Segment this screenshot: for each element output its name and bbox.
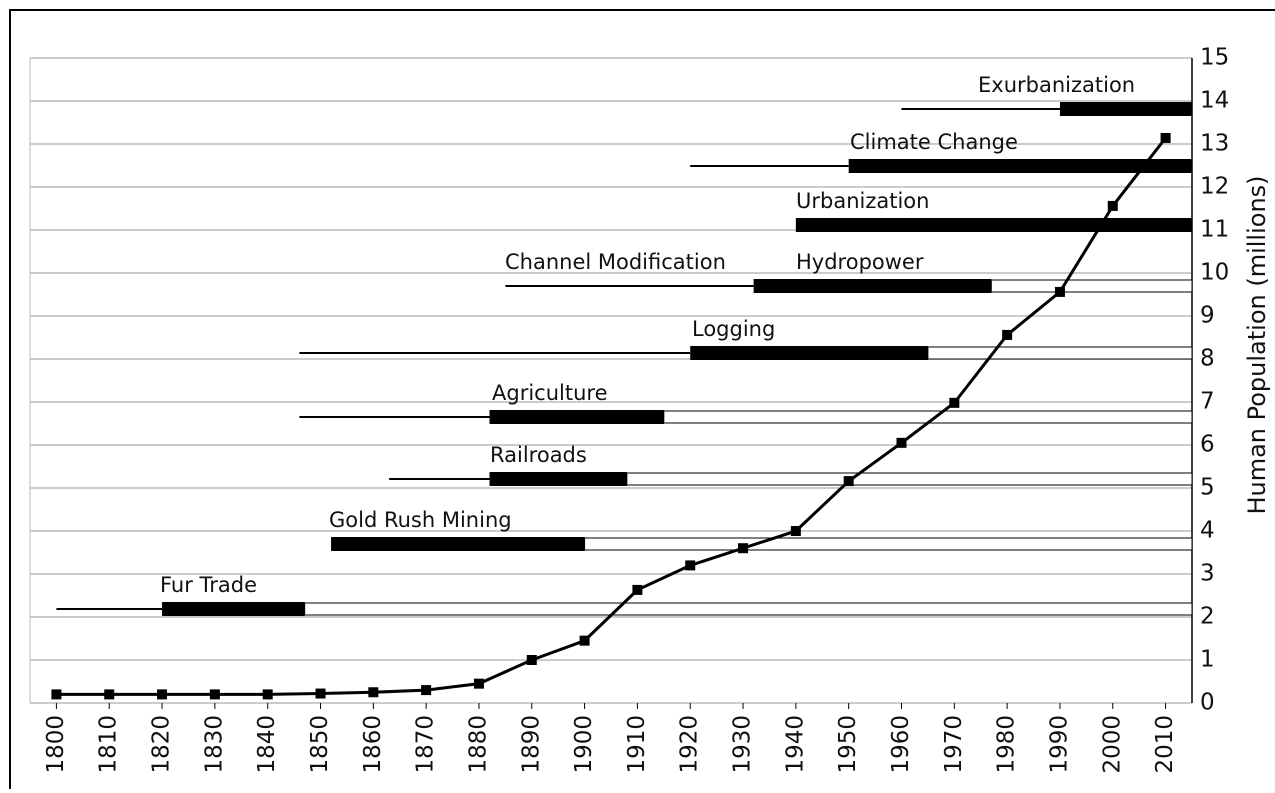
population-marker <box>1160 132 1171 143</box>
x-tick-label: 1990 <box>1046 715 1072 774</box>
timeline-label: Logging <box>692 317 775 341</box>
frame <box>9 9 1275 789</box>
timeline-bar <box>162 602 305 616</box>
y-tick-label: 14 <box>1200 88 1229 114</box>
y-tick-label: 3 <box>1200 561 1215 587</box>
y-tick-label: 9 <box>1200 303 1215 329</box>
timeline-label: Hydropower <box>796 250 924 274</box>
y-tick-label: 7 <box>1200 389 1215 415</box>
x-tick-label: 1970 <box>941 715 967 774</box>
x-tick-label: 1880 <box>465 715 491 774</box>
population-marker <box>51 689 62 700</box>
population-marker <box>632 584 643 595</box>
timeline-label: Urbanization <box>796 189 929 213</box>
population-marker <box>104 689 115 700</box>
timeline-bar <box>331 537 585 551</box>
timeline-bar <box>848 159 1192 173</box>
x-tick-label: 1900 <box>571 715 597 774</box>
population-marker <box>843 476 854 487</box>
x-tick-label: 1810 <box>96 715 122 774</box>
timeline-label: Railroads <box>490 443 587 467</box>
timeline-extent <box>626 472 1193 486</box>
population-marker <box>685 560 696 571</box>
population-marker <box>1107 200 1118 211</box>
x-tick-label: 2000 <box>1099 715 1125 774</box>
x-tick-label: 2010 <box>1152 715 1178 774</box>
y-tick-label: 13 <box>1200 131 1229 157</box>
x-tick-label: 1840 <box>254 715 280 774</box>
timeline-extent <box>584 537 1193 551</box>
population-marker <box>315 688 326 699</box>
population-marker <box>473 678 484 689</box>
population-marker <box>368 687 379 698</box>
timeline-label: Agriculture <box>492 381 608 405</box>
timeline-label: Climate Change <box>850 130 1018 154</box>
timeline-bar <box>489 410 664 424</box>
y-axis-label: Human Population (millions) <box>1243 175 1271 514</box>
y-tick-label: 4 <box>1200 518 1215 544</box>
timeline-bar <box>690 346 928 360</box>
population-marker <box>579 635 590 646</box>
x-tick-label: 1930 <box>730 715 756 774</box>
x-tick-label: 1980 <box>994 715 1020 774</box>
x-tick-label: 1800 <box>43 715 69 774</box>
timeline-extent <box>304 602 1193 616</box>
population-marker <box>1054 286 1065 297</box>
population-marker <box>790 526 801 536</box>
y-tick-label: 2 <box>1200 604 1215 630</box>
timeline-label: Gold Rush Mining <box>329 508 512 532</box>
x-tick-label: 1850 <box>307 715 333 774</box>
timeline-bar <box>1059 102 1192 116</box>
y-tick-label: 10 <box>1200 260 1229 286</box>
y-tick-label: 15 <box>1200 45 1229 71</box>
population-marker <box>157 689 168 700</box>
x-tick-label: 1820 <box>149 715 175 774</box>
x-tick-label: 1940 <box>782 715 808 774</box>
y-tick-label: 0 <box>1200 690 1215 716</box>
timeline-label: Channel Modification <box>505 250 726 274</box>
x-tick-label: 1950 <box>835 715 861 774</box>
x-tick-label: 1890 <box>518 715 544 774</box>
population-line <box>56 137 1167 696</box>
x-tick-label: 1920 <box>677 715 703 774</box>
x-tick-label: 1910 <box>624 715 650 774</box>
timeline-bar <box>489 472 627 486</box>
y-tick-label: 6 <box>1200 432 1215 458</box>
population-marker <box>896 437 907 448</box>
population-marker <box>1002 329 1013 340</box>
x-tick-label: 1960 <box>888 715 914 774</box>
y-tick-label: 1 <box>1200 647 1215 673</box>
timeline-bar <box>795 218 1192 232</box>
timeline-label: Exurbanization <box>978 73 1135 97</box>
x-tick-label: 1870 <box>413 715 439 774</box>
x-tick-label: 1830 <box>201 715 227 774</box>
timeline-bar <box>753 279 992 293</box>
population-marker <box>949 397 960 408</box>
y-tick-label: 12 <box>1200 174 1229 200</box>
y-tick-label: 8 <box>1200 346 1215 372</box>
population-marker <box>738 543 749 554</box>
population-marker <box>526 655 537 665</box>
population-marker <box>421 685 432 696</box>
timeline-extent <box>927 346 1193 360</box>
y-tick-label: 11 <box>1200 217 1229 243</box>
population-marker <box>262 689 273 700</box>
timeline-extent <box>990 279 1193 293</box>
timeline-label: Fur Trade <box>160 573 257 597</box>
population-marker <box>209 689 220 700</box>
x-tick-label: 1860 <box>360 715 386 774</box>
y-tick-label: 5 <box>1200 475 1215 501</box>
